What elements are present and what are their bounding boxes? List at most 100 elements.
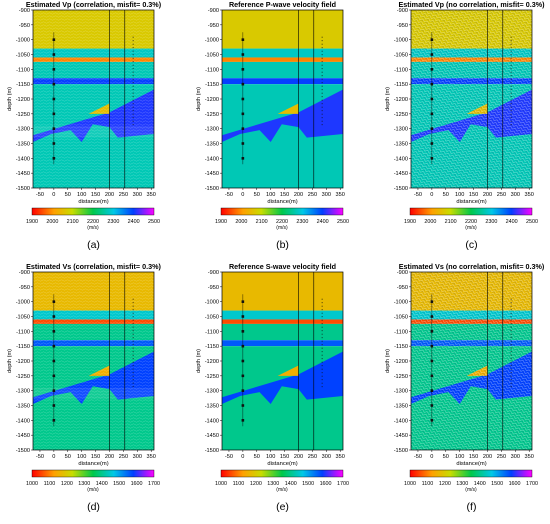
plot-area [222,10,343,188]
receiver-marker [52,359,56,363]
receiver-marker [52,53,56,56]
panel-caption: (a) [87,239,100,251]
y-tick-label: -1000 [205,300,219,306]
y-tick-label: -1450 [205,433,219,439]
receiver-marker [52,374,56,378]
colorbar-tick-label: 1000 [26,481,38,487]
colorbar-tick-label: 1700 [337,481,349,487]
colorbar-tick-label: 1000 [215,481,227,487]
receiver-marker [241,82,245,86]
colorbar [31,207,155,216]
receiver-marker [430,374,434,378]
receiver-marker [430,142,434,145]
y-tick-label: -950 [208,285,219,291]
colorbar-tick-label: 1900 [26,219,38,225]
y-tick-label: -1500 [16,448,30,454]
y-tick-label: -1500 [205,186,219,192]
colorbar-tick-label: 2100 [256,219,268,225]
y-tick-label: -1150 [16,82,30,88]
panel-caption: (e) [276,501,289,513]
receiver-marker [430,330,434,333]
y-tick-label: -1400 [394,418,408,424]
y-tick-label: -1400 [394,156,408,162]
colorbar-tick-label: 2200 [276,219,288,225]
y-tick-label: -1450 [394,433,408,439]
y-tick-label: -1100 [205,67,219,73]
panel-title: Estimated Vp (correlation, misfit= 0.3%) [26,0,162,9]
colorbar-tick-label: 1900 [215,219,227,225]
panel-caption: (c) [465,239,477,251]
y-tick-label: -1300 [394,389,408,395]
inversion-noise [33,10,154,188]
y-tick-label: -950 [19,285,30,291]
x-tick-label: 100 [77,454,86,460]
receiver-marker [52,389,56,392]
y-tick-label: -1450 [394,171,408,177]
gas-wedge [277,103,299,114]
velocity-layer [222,272,343,311]
y-tick-label: -1300 [16,389,30,395]
x-tick-label: 250 [308,192,317,198]
y-tick-label: -1050 [205,315,219,321]
y-tick-label: -950 [397,23,408,29]
y-tick-label: -1350 [394,404,408,410]
colorbar-unit: (m/s) [276,225,288,231]
y-axis-label: depth (m) [385,87,391,111]
inversion-noise [411,10,532,188]
colorbar-tick-label: 1500 [491,481,503,487]
colorbar-tick-label: 2000 [235,219,247,225]
y-tick-label: -1200 [205,97,219,103]
y-tick-label: -950 [19,23,30,29]
smear-band [33,387,154,400]
panel-b: Reference P-wave velocity field -900 -950 -… [196,0,349,251]
velocity-layer [222,10,343,49]
receiver-marker [241,315,245,318]
colorbar [220,207,344,216]
y-tick-label: -1150 [394,344,408,350]
y-tick-label: -1100 [394,329,408,335]
receiver-marker [430,359,434,363]
y-tick-label: -1350 [205,142,219,148]
y-tick-label: -1350 [394,142,408,148]
y-tick-label: -1000 [16,300,30,306]
panel-caption: (f) [467,501,477,513]
panel-e: Reference S-wave velocity field -900 -950 -… [196,262,349,513]
x-tick-label: -50 [225,192,233,198]
receiver-marker [430,68,434,71]
y-tick-label: -1350 [16,404,30,410]
receiver-marker [241,344,245,348]
x-tick-label: 0 [52,192,55,198]
x-tick-label: 50 [65,192,71,198]
y-tick-label: -1400 [205,156,219,162]
y-tick-label: -950 [397,285,408,291]
y-tick-label: -1200 [394,359,408,365]
colorbar-tick-label: 1100 [422,481,434,487]
x-tick-label: 200 [294,454,303,460]
y-tick-label: -1400 [16,156,30,162]
colorbar-tick-label: 2200 [87,219,99,225]
colorbar-tick-label: 1100 [233,481,245,487]
receiver-marker [241,97,245,101]
panel-caption: (d) [87,501,100,513]
y-tick-label: -1050 [16,315,30,321]
x-tick-label: 250 [119,454,128,460]
y-tick-label: -1000 [394,300,408,306]
x-tick-label: 300 [511,454,520,460]
receiver-marker [241,112,245,116]
receiver-marker [52,112,56,116]
y-tick-label: -1400 [205,418,219,424]
receiver-marker [430,157,434,160]
inversion-noise [33,272,154,450]
y-axis-label: depth (m) [7,87,13,111]
y-tick-label: -1500 [394,186,408,192]
y-tick-label: -1450 [16,171,30,177]
y-tick-label: -1100 [16,329,30,335]
receiver-marker [430,389,434,392]
receiver-marker [430,127,434,130]
receiver-marker [52,330,56,333]
x-tick-label: 350 [336,454,345,460]
colorbar-tick-label: 1600 [131,481,143,487]
x-tick-label: 200 [294,192,303,198]
colorbar-tick-label: 1500 [302,481,314,487]
colorbar-tick-label: 2500 [337,219,349,225]
